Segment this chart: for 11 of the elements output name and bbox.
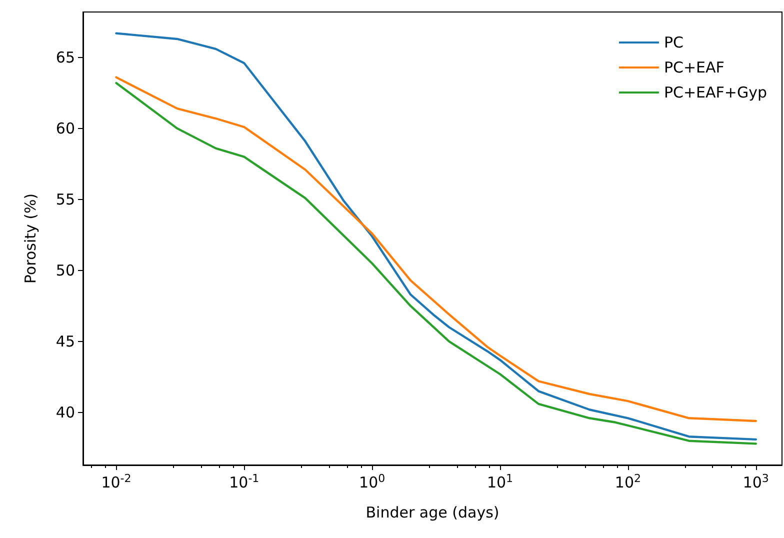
y-tick-label: 45 [56,332,75,350]
y-tick-label: 65 [56,48,75,66]
y-axis-title: Porosity (%) [22,193,40,284]
y-tick-label: 40 [56,403,75,422]
y-tick-label: 50 [56,261,75,280]
y-tick-label: 55 [56,190,75,208]
legend-label: PC+EAF [664,58,724,76]
x-axis-title: Binder age (days) [366,504,500,522]
y-tick-label: 60 [56,119,75,138]
legend-label: PC [664,34,684,52]
legend-label: PC+EAF+Gyp [664,84,768,102]
